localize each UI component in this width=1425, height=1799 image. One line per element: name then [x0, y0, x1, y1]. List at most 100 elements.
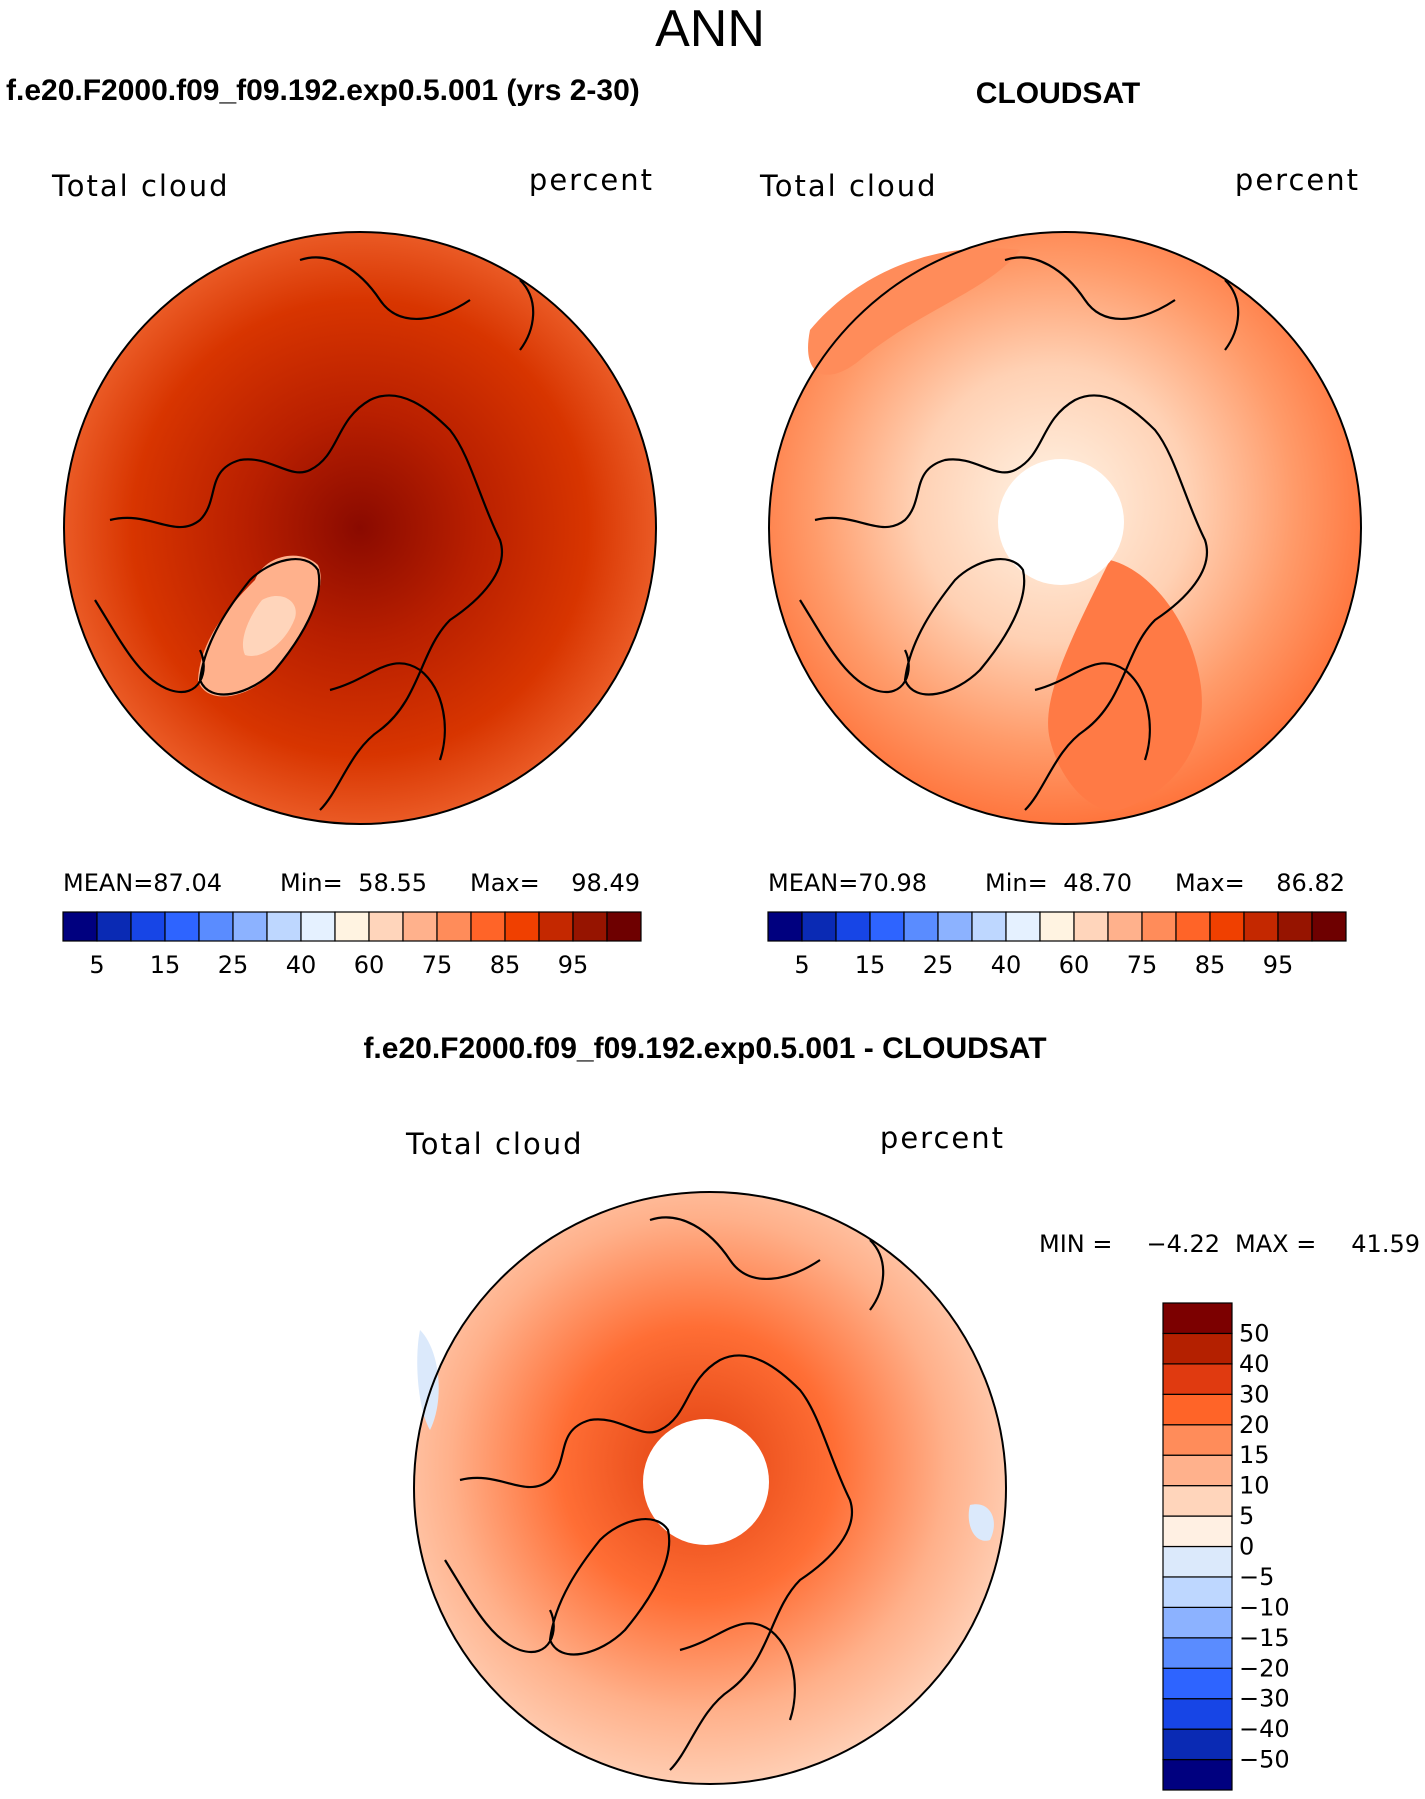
- panel-obs-colorbar-swatch: [937, 911, 973, 942]
- panel-obs-units-label: percent: [1235, 163, 1360, 197]
- panel-model-colorbar-swatch: [470, 911, 506, 942]
- panel-diff-colorbar-swatch: [1162, 1606, 1233, 1639]
- panel-model-colorbar-swatch: [232, 911, 268, 942]
- panel-model-map-frame: [63, 231, 657, 825]
- panel-diff-colorbar-tick-label: −40: [1239, 1715, 1290, 1743]
- panel-model-colorbar-swatch: [130, 911, 166, 942]
- panel-obs-stats: MEAN= 70.98 Min= 48.70 Max= 86.82: [768, 869, 1345, 897]
- panel-diff-colorbar-tick-label: 0: [1239, 1533, 1254, 1561]
- panel-obs-colorbar-tick-label: 15: [855, 951, 886, 979]
- panel-obs-max-label: Max=: [1175, 869, 1245, 897]
- panel-diff-map-frame: [413, 1191, 1007, 1785]
- panel-diff-colorbar-tick-label: −15: [1239, 1624, 1290, 1652]
- panel-model-mean-label: MEAN=: [63, 869, 153, 897]
- panel-obs-map: [768, 231, 1362, 825]
- panel-diff-min-label: MIN =: [1039, 1230, 1112, 1258]
- panel-diff-colorbar-tick-label: 15: [1239, 1441, 1270, 1469]
- panel-diff-header: f.e20.F2000.f09_f09.192.exp0.5.001 - CLO…: [363, 1032, 1046, 1065]
- panel-model-colorbar-tick-label: 40: [286, 951, 317, 979]
- panel-model-colorbar-tick-label: 15: [150, 951, 181, 979]
- panel-obs-colorbar-swatch: [1005, 911, 1041, 942]
- panel-diff-colorbar-swatch: [1162, 1545, 1233, 1578]
- panel-model-min-label: Min=: [280, 869, 343, 897]
- panel-obs-max-value: 86.82: [1276, 869, 1345, 897]
- panel-diff-polar-hole: [643, 1419, 769, 1545]
- panel-obs-mean-value: 70.98: [858, 869, 927, 897]
- panel-obs-coastline: [799, 256, 1240, 811]
- panel-obs-colorbar-swatch: [767, 911, 803, 942]
- panel-obs-eurasia-band: [1048, 560, 1202, 811]
- panel-model-header: f.e20.F2000.f09_f09.192.exp0.5.001 (yrs …: [6, 74, 640, 107]
- panel-model-min-value: 58.55: [358, 869, 427, 897]
- panel-diff-colorbar-swatch: [1162, 1332, 1233, 1365]
- panel-model-max-value: 98.49: [571, 869, 640, 897]
- panel-model-colorbar-swatch: [538, 911, 574, 942]
- panel-model-colorbar-tick-label: 95: [558, 951, 589, 979]
- panel-model-mean-value: 87.04: [153, 869, 222, 897]
- panel-diff-colorbar-swatch: [1162, 1515, 1233, 1548]
- panel-obs-min-label: Min=: [985, 869, 1048, 897]
- panel-obs-colorbar-swatch: [1243, 911, 1279, 942]
- panel-obs-colorbar-swatch: [1039, 911, 1075, 942]
- panel-diff-map: [413, 1191, 1007, 1785]
- panel-obs-variable-label: Total cloud: [759, 169, 937, 203]
- panel-diff-colorbar-tick-label: 5: [1239, 1502, 1254, 1530]
- panel-diff-colorbar-tick-label: 30: [1239, 1380, 1270, 1408]
- panel-obs-colorbar-swatch: [1175, 911, 1211, 942]
- panel-obs-pacific-band: [808, 248, 1020, 375]
- panel-model-colorbar-tick-label: 75: [422, 951, 453, 979]
- panel-obs-colorbar: 5 15 25 40 60 75 85 95: [767, 911, 1347, 979]
- panel-obs: CLOUDSAT Total cloud percent MEAN= 70.98…: [759, 77, 1362, 979]
- panel-obs-colorbar-swatch: [1209, 911, 1245, 942]
- panel-model-colorbar-swatch: [572, 911, 608, 942]
- panel-model-colorbar-swatch: [334, 911, 370, 942]
- panel-model-colorbar-swatch: [606, 911, 642, 942]
- panel-diff-units-label: percent: [880, 1121, 1005, 1155]
- panel-model-colorbar-swatch: [198, 911, 234, 942]
- panel-diff-colorbar-swatch: [1162, 1637, 1233, 1669]
- panel-model-colorbar: 5 15 25 40 60 75 85 95: [62, 911, 642, 979]
- panel-diff-colorbar-tick-label: −50: [1239, 1746, 1290, 1774]
- panel-model-variable-label: Total cloud: [51, 169, 229, 203]
- panel-obs-colorbar-swatch: [1277, 911, 1313, 942]
- panel-diff-min-value: −4.22: [1146, 1230, 1220, 1258]
- panel-obs-colorbar-swatch: [801, 911, 837, 942]
- panel-diff-max-label: MAX =: [1235, 1230, 1316, 1258]
- panel-obs-colorbar-swatch: [835, 911, 871, 942]
- panel-model-max-label: Max=: [470, 869, 540, 897]
- panel-obs-colorbar-tick-label: 40: [991, 951, 1022, 979]
- panel-diff-colorbar-swatch: [1162, 1454, 1233, 1487]
- panel-model-colorbar-swatch: [62, 911, 98, 942]
- panel-obs-map-frame: [768, 231, 1362, 825]
- panel-obs-colorbar-swatch: [903, 911, 939, 942]
- panel-obs-colorbar-swatch: [1107, 911, 1143, 942]
- panel-diff-max-value: 41.59: [1351, 1230, 1420, 1258]
- panel-diff-colorbar-tick-label: −20: [1239, 1654, 1290, 1682]
- panel-model-coastline: [94, 256, 535, 811]
- panel-obs-colorbar-swatch: [1311, 911, 1347, 942]
- panel-diff-colorbar-tick-label: 10: [1239, 1472, 1270, 1500]
- panel-diff-colorbar-swatch: [1162, 1576, 1233, 1608]
- panel-model-colorbar-tick-label: 25: [218, 951, 249, 979]
- panel-model-map: [63, 231, 657, 825]
- panel-diff-colorbar-swatch: [1162, 1393, 1233, 1426]
- panel-diff-colorbar-swatch: [1162, 1698, 1233, 1730]
- panel-obs-colorbar-tick-label: 5: [794, 951, 809, 979]
- panel-model-colorbar-swatch: [402, 911, 438, 942]
- panel-model-colorbar-swatch: [164, 911, 200, 942]
- panel-model-units-label: percent: [529, 163, 654, 197]
- panel-model: f.e20.F2000.f09_f09.192.exp0.5.001 (yrs …: [6, 74, 657, 979]
- panel-diff-colorbar-swatch: [1162, 1363, 1233, 1395]
- panel-diff-colorbar-tick-label: −30: [1239, 1685, 1290, 1713]
- panel-obs-colorbar-tick-label: 25: [923, 951, 954, 979]
- panel-model-colorbar-tick-label: 5: [89, 951, 104, 979]
- panel-diff: f.e20.F2000.f09_f09.192.exp0.5.001 - CLO…: [363, 1032, 1420, 1791]
- panel-model-colorbar-swatch: [266, 911, 302, 942]
- panel-model-colorbar-tick-label: 85: [490, 951, 521, 979]
- panel-diff-colorbar-swatch: [1162, 1728, 1233, 1761]
- panel-diff-negative-patch-east: [968, 1504, 994, 1541]
- panel-model-map-field: [64, 232, 656, 824]
- panel-obs-mean-label: MEAN=: [768, 869, 858, 897]
- panel-model-colorbar-swatch: [96, 911, 132, 942]
